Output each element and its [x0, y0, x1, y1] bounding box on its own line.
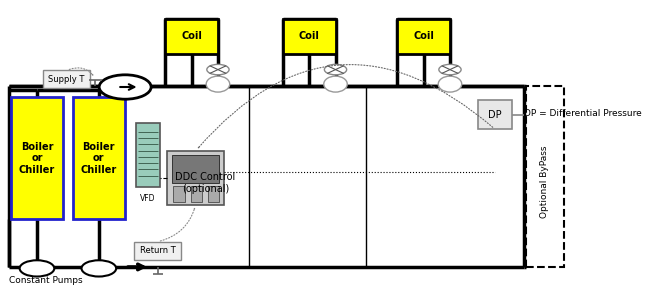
Text: Supply T: Supply T — [48, 75, 85, 84]
FancyArrowPatch shape — [198, 64, 493, 148]
FancyBboxPatch shape — [172, 155, 219, 183]
FancyBboxPatch shape — [44, 70, 90, 88]
FancyBboxPatch shape — [166, 19, 218, 54]
Text: VFD: VFD — [141, 194, 156, 203]
FancyBboxPatch shape — [208, 186, 219, 202]
FancyBboxPatch shape — [174, 186, 185, 202]
Circle shape — [82, 260, 116, 277]
FancyBboxPatch shape — [283, 19, 335, 54]
Circle shape — [20, 260, 54, 277]
Text: Boiler
or
Chiller: Boiler or Chiller — [19, 142, 55, 175]
FancyBboxPatch shape — [478, 100, 512, 129]
FancyBboxPatch shape — [136, 123, 160, 187]
Text: DP: DP — [488, 110, 502, 120]
Text: DP = Differential Pressure: DP = Differential Pressure — [524, 109, 642, 117]
Circle shape — [207, 64, 229, 75]
Text: Coil: Coil — [413, 31, 434, 41]
FancyBboxPatch shape — [397, 19, 450, 54]
FancyBboxPatch shape — [73, 97, 125, 219]
Ellipse shape — [206, 76, 230, 92]
Text: Optional ByPass: Optional ByPass — [540, 145, 548, 218]
FancyBboxPatch shape — [135, 242, 181, 260]
FancyArrowPatch shape — [69, 68, 93, 75]
Bar — [526, 86, 564, 267]
FancyBboxPatch shape — [167, 151, 224, 205]
Text: Coil: Coil — [182, 31, 202, 41]
Text: DDC Control
(optional): DDC Control (optional) — [176, 172, 236, 194]
Ellipse shape — [324, 76, 347, 92]
Circle shape — [324, 64, 346, 75]
Text: Constant Pumps: Constant Pumps — [9, 275, 82, 285]
FancyBboxPatch shape — [191, 186, 202, 202]
FancyBboxPatch shape — [11, 97, 63, 219]
Circle shape — [439, 64, 461, 75]
Ellipse shape — [438, 76, 462, 92]
Circle shape — [99, 75, 151, 99]
FancyArrowPatch shape — [160, 208, 195, 241]
Text: Return T: Return T — [140, 246, 176, 255]
Text: Boiler
or
Chiller: Boiler or Chiller — [81, 142, 117, 175]
Text: Coil: Coil — [299, 31, 319, 41]
